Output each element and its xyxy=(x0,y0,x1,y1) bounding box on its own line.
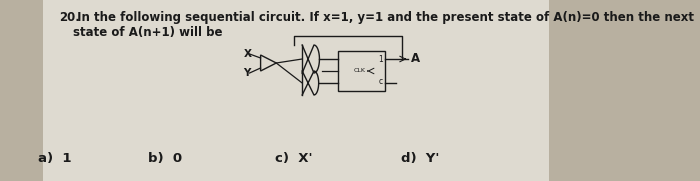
Text: 1: 1 xyxy=(378,55,383,64)
Text: A: A xyxy=(410,52,419,66)
Text: a)  1: a) 1 xyxy=(38,152,72,165)
Text: CLK: CLK xyxy=(354,68,365,73)
Text: state of A(n+1) will be: state of A(n+1) will be xyxy=(73,26,223,39)
Text: c: c xyxy=(379,77,383,86)
Text: 20.: 20. xyxy=(59,11,80,24)
Text: c)  X': c) X' xyxy=(274,152,312,165)
Text: X: X xyxy=(244,49,251,59)
Text: d)  Y': d) Y' xyxy=(401,152,440,165)
Text: In the following sequential circuit. If x=1, y=1 and the present state of A(n)=0: In the following sequential circuit. If … xyxy=(73,11,694,24)
Bar xyxy=(337,51,384,91)
Text: Y: Y xyxy=(244,68,251,78)
Text: b)  0: b) 0 xyxy=(148,152,183,165)
